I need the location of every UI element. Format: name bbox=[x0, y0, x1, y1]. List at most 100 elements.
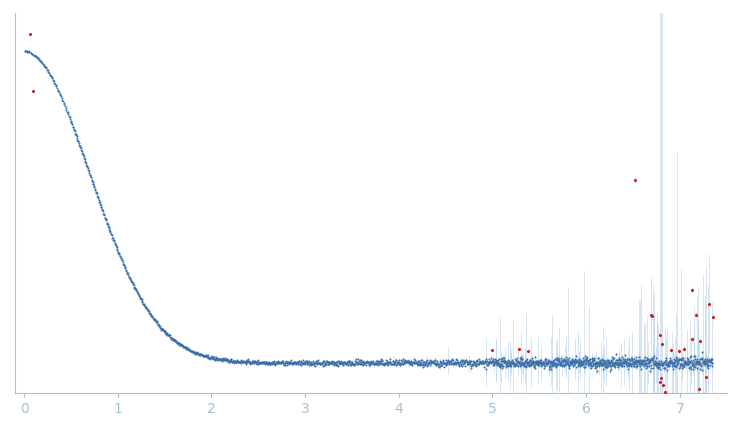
Point bbox=[209, 357, 221, 364]
Point bbox=[425, 357, 437, 364]
Point bbox=[379, 361, 391, 368]
Point bbox=[576, 362, 588, 369]
Point bbox=[553, 359, 564, 366]
Point bbox=[500, 359, 512, 366]
Point bbox=[144, 309, 156, 316]
Point bbox=[399, 357, 410, 364]
Point bbox=[610, 357, 622, 364]
Point bbox=[226, 358, 238, 365]
Point bbox=[385, 361, 397, 368]
Point bbox=[45, 73, 57, 80]
Point bbox=[225, 357, 236, 364]
Point bbox=[496, 357, 508, 364]
Point bbox=[614, 356, 625, 363]
Point bbox=[694, 358, 705, 365]
Point bbox=[131, 288, 142, 295]
Point bbox=[659, 364, 671, 371]
Point bbox=[396, 359, 407, 366]
Point bbox=[327, 360, 339, 367]
Point bbox=[465, 357, 477, 364]
Point bbox=[548, 357, 559, 364]
Point bbox=[611, 358, 622, 365]
Point bbox=[633, 357, 645, 364]
Point bbox=[687, 361, 699, 368]
Point bbox=[602, 356, 614, 363]
Point bbox=[692, 358, 704, 365]
Point bbox=[278, 361, 290, 368]
Point bbox=[317, 357, 329, 364]
Point bbox=[338, 361, 349, 368]
Point bbox=[119, 263, 131, 270]
Point bbox=[564, 360, 575, 367]
Point bbox=[650, 364, 662, 371]
Point bbox=[485, 354, 497, 361]
Point bbox=[413, 359, 424, 366]
Point bbox=[686, 365, 697, 372]
Point bbox=[73, 138, 84, 145]
Point bbox=[460, 357, 472, 364]
Point bbox=[316, 360, 327, 367]
Point bbox=[644, 358, 655, 365]
Point bbox=[612, 359, 624, 366]
Point bbox=[490, 356, 501, 363]
Point bbox=[459, 360, 470, 367]
Point bbox=[368, 360, 380, 367]
Point bbox=[313, 359, 324, 366]
Point bbox=[499, 359, 511, 366]
Point bbox=[222, 358, 234, 365]
Point bbox=[561, 357, 573, 364]
Point bbox=[556, 363, 567, 370]
Point bbox=[288, 359, 300, 366]
Point bbox=[479, 357, 490, 364]
Point bbox=[51, 83, 62, 90]
Point bbox=[575, 360, 587, 367]
Point bbox=[181, 346, 192, 353]
Point bbox=[279, 361, 291, 368]
Point bbox=[569, 359, 581, 366]
Point bbox=[258, 360, 270, 367]
Point bbox=[379, 360, 391, 367]
Point bbox=[642, 357, 653, 364]
Point bbox=[282, 362, 294, 369]
Point bbox=[321, 357, 333, 364]
Point bbox=[495, 356, 507, 363]
Point bbox=[529, 358, 541, 365]
Point bbox=[619, 356, 631, 363]
Point bbox=[158, 328, 170, 335]
Point bbox=[538, 362, 550, 369]
Point bbox=[171, 339, 183, 346]
Point bbox=[668, 359, 680, 366]
Point bbox=[517, 360, 528, 367]
Point bbox=[316, 359, 328, 366]
Point bbox=[689, 356, 701, 363]
Point bbox=[415, 359, 426, 366]
Point bbox=[407, 356, 419, 363]
Point bbox=[643, 356, 655, 363]
Point bbox=[275, 359, 286, 366]
Point bbox=[568, 361, 580, 368]
Point bbox=[651, 361, 663, 368]
Point bbox=[159, 327, 170, 334]
Point bbox=[491, 358, 503, 365]
Point bbox=[693, 361, 705, 368]
Point bbox=[352, 356, 364, 363]
Point bbox=[657, 359, 669, 366]
Point bbox=[639, 361, 650, 368]
Point bbox=[110, 242, 122, 249]
Point bbox=[625, 360, 636, 367]
Point bbox=[539, 357, 551, 364]
Point bbox=[334, 359, 346, 366]
Point bbox=[672, 358, 683, 365]
Point bbox=[169, 337, 181, 344]
Point bbox=[174, 340, 186, 347]
Point bbox=[632, 358, 644, 365]
Point bbox=[487, 357, 498, 364]
Point bbox=[190, 350, 202, 357]
Point bbox=[589, 359, 601, 366]
Point bbox=[620, 358, 632, 365]
Point bbox=[51, 87, 63, 94]
Point bbox=[439, 360, 451, 367]
Point bbox=[498, 354, 509, 361]
Point bbox=[575, 361, 586, 368]
Point bbox=[487, 358, 499, 365]
